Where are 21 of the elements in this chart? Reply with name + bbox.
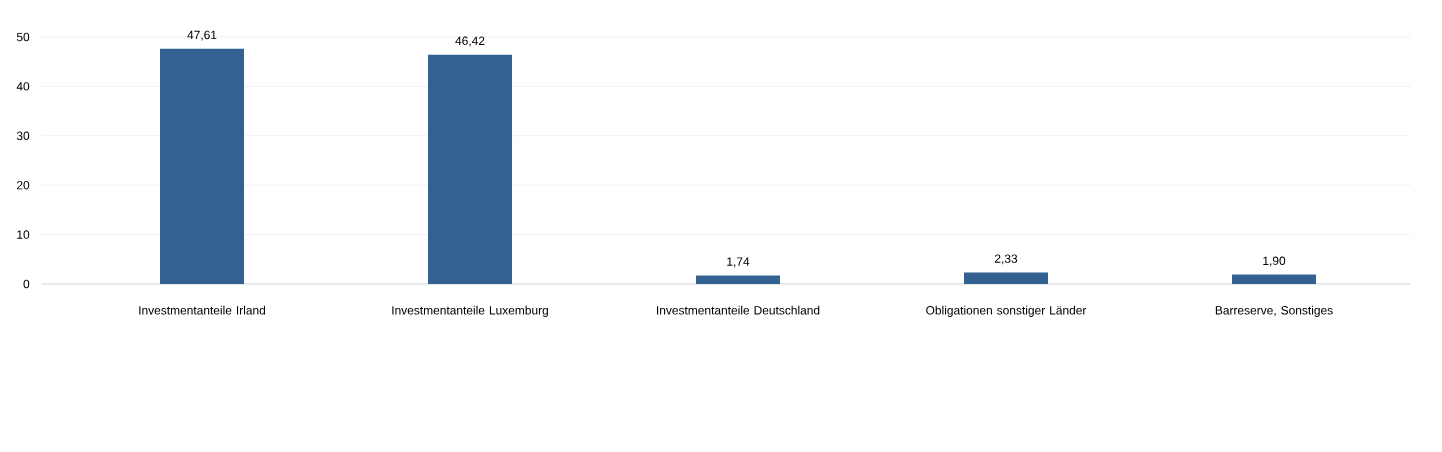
y-tick-label: 10 (17, 230, 30, 239)
y-tick-label: 20 (16, 180, 30, 190)
data-label: 47,61 (187, 30, 217, 41)
y-tick-label: 40 (16, 82, 30, 91)
data-label: 1,90 (1263, 256, 1286, 267)
data-label: 1,74 (727, 257, 750, 268)
bar (1232, 274, 1317, 284)
bar (964, 272, 1049, 284)
x-tick-label: Investmentanteile Irland (139, 305, 266, 315)
data-label: 46,42 (455, 36, 485, 47)
data-label: 2,33 (994, 254, 1018, 265)
x-tick-label: Investmentanteile Luxemburg (392, 305, 548, 317)
bar (696, 275, 781, 284)
x-tick-label: Obligationen sonstiger Länder (926, 305, 1087, 317)
bar (160, 48, 244, 284)
y-tick-label: 50 (16, 32, 30, 42)
y-tick-label: 0 (23, 279, 30, 289)
bar (428, 54, 512, 284)
x-tick-label: Barreserve, Sonstiges (1215, 305, 1333, 317)
x-tick-label: Investmentanteile Deutschland (657, 305, 820, 315)
y-tick-label: 30 (16, 131, 30, 141)
